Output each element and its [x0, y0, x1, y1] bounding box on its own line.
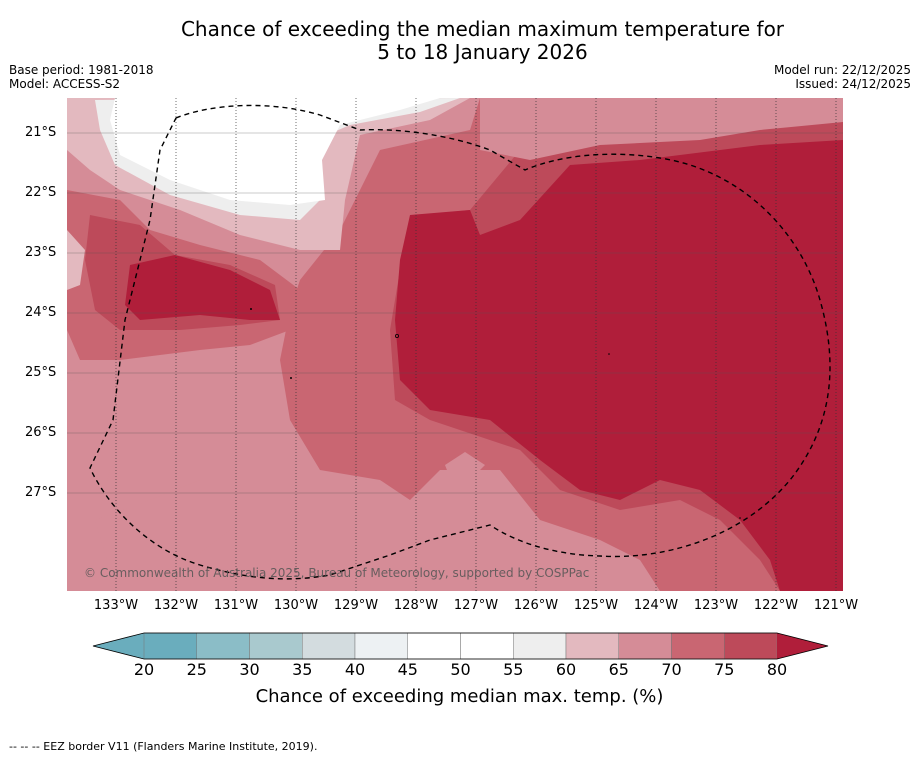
colorbar-low-arrow — [93, 633, 144, 659]
region-60-65-mid — [445, 452, 485, 480]
lat-label: 24°S — [25, 305, 57, 320]
title-line-1: Chance of exceeding the median maximum t… — [180, 17, 785, 41]
island-markers — [250, 308, 741, 519]
lat-label: 27°S — [25, 485, 57, 500]
colorbar-swatch — [302, 632, 356, 660]
colorbar-swatch — [513, 632, 567, 660]
colorbar-tick-label: 40 — [344, 660, 366, 679]
copyright-text: © Commonwealth of Australia 2025, Bureau… — [84, 566, 590, 580]
longitude-gridlines — [115, 98, 837, 591]
base-period: Base period: 1981-2018 — [9, 63, 154, 77]
lon-label: 125°W — [573, 598, 619, 613]
meta-left: Base period: 1981-2018 Model: ACCESS-S2 — [9, 63, 154, 91]
colorbar-tick-label: 20 — [133, 660, 155, 679]
colorbar-swatch — [143, 632, 197, 660]
colorbar-tick-label: 25 — [186, 660, 207, 679]
colorbar-swatches — [143, 632, 778, 660]
colorbar-tick-label: 30 — [239, 660, 260, 679]
colorbar-swatch — [354, 632, 408, 660]
lon-label: 127°W — [453, 598, 499, 613]
model-run: Model run: 22/12/2025 — [773, 63, 911, 77]
lon-label: 126°W — [513, 598, 559, 613]
lat-label: 22°S — [25, 185, 57, 200]
colorbar-swatch — [249, 632, 303, 660]
chart-title: Chance of exceeding the median maximum t… — [0, 18, 919, 64]
colorbar-tick-label: 80 — [766, 660, 788, 679]
colorbar-tick-label: 50 — [450, 660, 471, 679]
colorbar-swatch — [671, 632, 725, 660]
title-line-2: 5 to 18 January 2026 — [377, 40, 588, 64]
lat-label: 25°S — [25, 365, 57, 380]
lon-label: 123°W — [693, 598, 739, 613]
lat-label: 23°S — [25, 245, 57, 260]
colorbar-swatch — [407, 632, 461, 660]
lon-label: 132°W — [153, 598, 199, 613]
colorbar — [92, 632, 829, 660]
lon-label: 128°W — [393, 598, 439, 613]
lat-label: 26°S — [25, 425, 57, 440]
lon-label: 129°W — [333, 598, 379, 613]
region-65-70-north — [480, 98, 843, 160]
eez-border — [89, 104, 831, 580]
lon-label: 122°W — [753, 598, 799, 613]
colorbar-swatch — [196, 632, 250, 660]
meta-right: Model run: 22/12/2025 Issued: 24/12/2025 — [774, 63, 911, 91]
eez-legend-note: -- -- -- EEZ border V11 (Flanders Marine… — [9, 740, 318, 753]
region-50-55 — [110, 98, 440, 205]
map-plot-area — [67, 98, 843, 591]
lon-label: 133°W — [93, 598, 139, 613]
colorbar-swatch — [724, 632, 778, 660]
lat-label: 21°S — [25, 125, 57, 140]
colorbar-label: Chance of exceeding median max. temp. (%… — [255, 686, 664, 707]
colorbar-tick-label: 45 — [397, 660, 418, 679]
lon-label: 131°W — [213, 598, 259, 613]
region-60-65-south — [95, 480, 230, 575]
model-name: Model: ACCESS-S2 — [9, 77, 121, 91]
issued-date: Issued: 24/12/2025 — [795, 77, 911, 91]
region-60-65-southwest — [67, 380, 120, 560]
lon-label: 124°W — [633, 598, 679, 613]
lon-label: 121°W — [813, 598, 859, 613]
colorbar-swatch — [618, 632, 672, 660]
colorbar-tick-label: 60 — [555, 660, 577, 679]
colorbar-tick-label: 55 — [503, 660, 524, 679]
colorbar-tick-label: 35 — [292, 660, 313, 679]
latitude-gridlines — [67, 132, 843, 494]
colorbar-tick-label: 75 — [714, 660, 735, 679]
region-80-west — [125, 255, 280, 320]
lon-label: 130°W — [273, 598, 319, 613]
colorbar-swatch — [565, 632, 619, 660]
region-60-65-westedge — [67, 230, 85, 290]
colorbar-swatch — [460, 632, 514, 660]
colorbar-high-arrow — [777, 633, 828, 659]
colorbar-tick-label: 65 — [608, 660, 629, 679]
colorbar-tick-label: 70 — [661, 660, 682, 679]
